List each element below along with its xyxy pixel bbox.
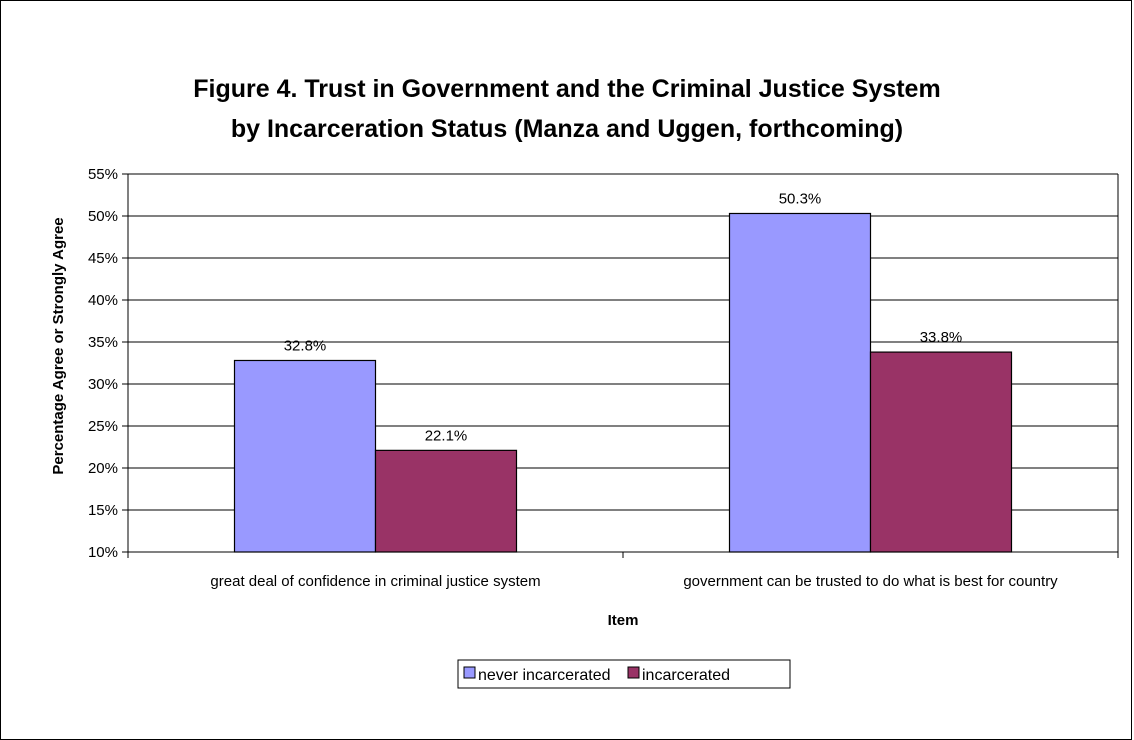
x-axis-title: Item [608, 612, 639, 629]
bar [374, 449, 518, 553]
data-label: 22.1% [425, 427, 468, 444]
bar-chart: Figure 4. Trust in Government and the Cr… [50, 75, 1119, 689]
legend-box [457, 659, 791, 689]
legend-swatch [463, 666, 476, 679]
legend-swatch [627, 666, 640, 679]
data-labels: 32.8% 22.1% 50.3% 33.8% [284, 190, 963, 444]
y-tick-label: 10% [88, 544, 118, 561]
y-tick-label: 45% [88, 250, 118, 267]
bars [233, 212, 1013, 553]
legend-label: never incarcerated [478, 667, 611, 684]
x-category-label: great deal of confidence in criminal jus… [210, 573, 540, 590]
y-tick-label: 35% [88, 334, 118, 351]
y-axis-title: Percentage Agree or Strongly Agree [50, 217, 67, 474]
chart-title-line-2: by Incarceration Status (Manza and Uggen… [231, 115, 903, 143]
y-tick-label: 25% [88, 418, 118, 435]
legend-label: incarcerated [642, 667, 730, 684]
bar [869, 351, 1013, 553]
y-tick-label: 55% [88, 166, 118, 183]
legend: never incarcerated incarcerated [457, 659, 791, 689]
y-tick-label: 30% [88, 376, 118, 393]
y-tick-label: 20% [88, 460, 118, 477]
bar [233, 359, 377, 553]
x-category-label: government can be trusted to do what is … [683, 573, 1058, 590]
chart-title-line-1: Figure 4. Trust in Government and the Cr… [193, 75, 940, 103]
data-label: 50.3% [779, 190, 822, 207]
axes: 10% 15% 20% 25% 30% 35% 40% 45% 50% 55% great deal… [88, 166, 1119, 590]
y-tick-label: 50% [88, 208, 118, 225]
bar [728, 212, 872, 553]
y-tick-label: 40% [88, 292, 118, 309]
data-label: 32.8% [284, 337, 327, 354]
data-label: 33.8% [920, 329, 963, 346]
y-tick-label: 15% [88, 502, 118, 519]
